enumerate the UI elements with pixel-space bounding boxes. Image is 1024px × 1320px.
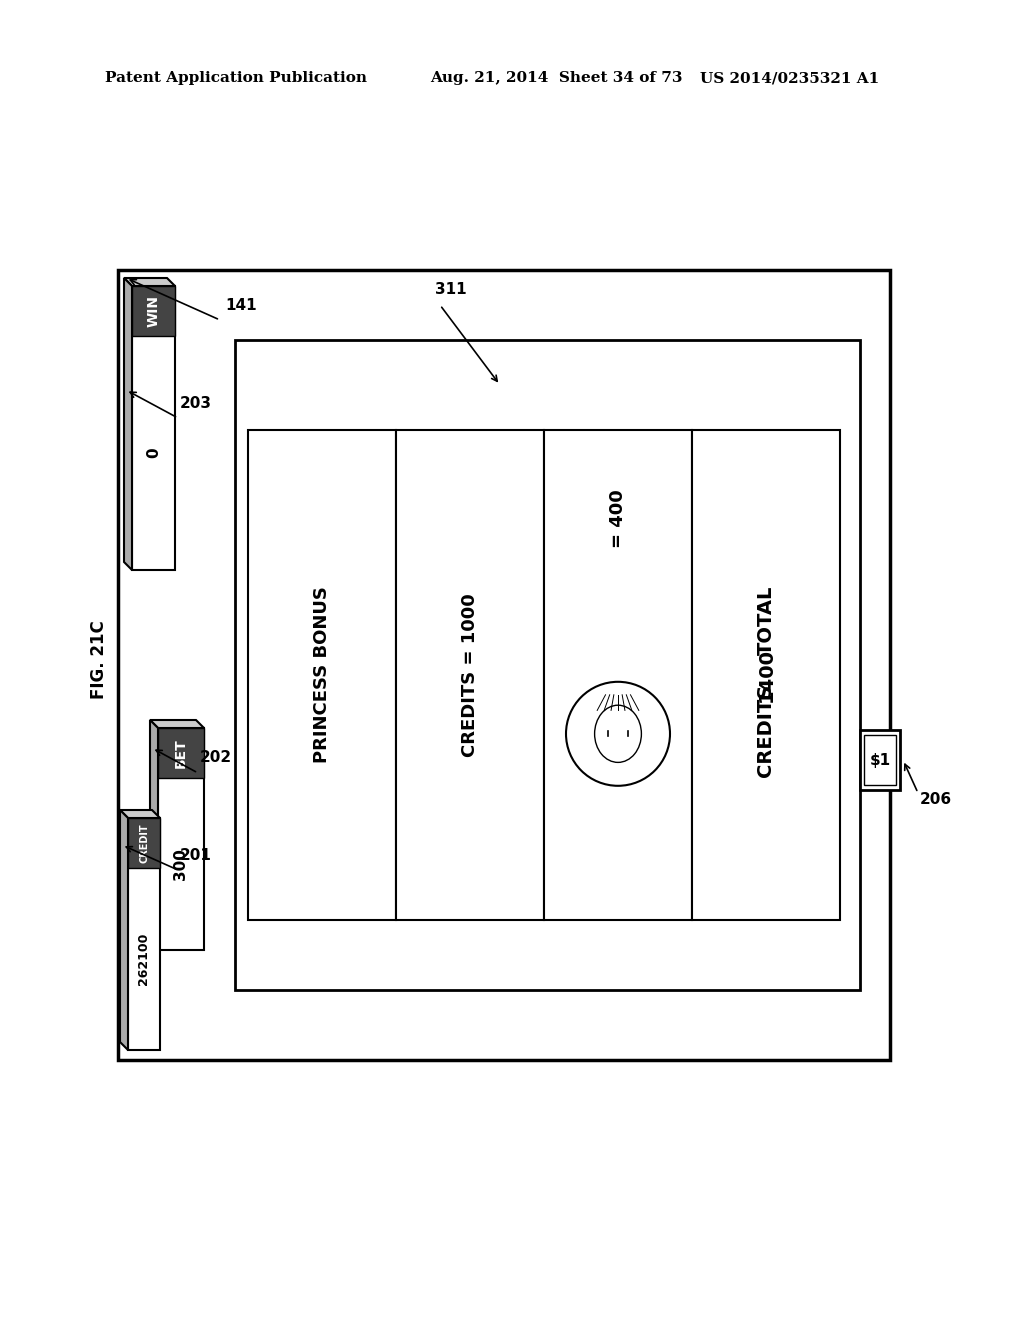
Polygon shape (864, 735, 896, 785)
Polygon shape (692, 430, 840, 920)
Text: 262100: 262100 (137, 933, 151, 985)
Text: CREDITS = 1000: CREDITS = 1000 (461, 593, 479, 756)
Text: Aug. 21, 2014  Sheet 34 of 73: Aug. 21, 2014 Sheet 34 of 73 (430, 71, 683, 84)
Text: BET: BET (174, 738, 188, 768)
Text: CREDITS: CREDITS (757, 684, 775, 776)
Polygon shape (544, 430, 692, 920)
Polygon shape (860, 730, 900, 789)
Polygon shape (150, 719, 204, 729)
Text: 203: 203 (180, 396, 212, 411)
Polygon shape (248, 430, 396, 920)
Polygon shape (132, 286, 175, 570)
Text: 201: 201 (180, 847, 212, 862)
Polygon shape (128, 818, 160, 1049)
Text: 0: 0 (146, 447, 161, 458)
Text: 202: 202 (200, 751, 232, 766)
Polygon shape (120, 810, 160, 818)
Polygon shape (396, 430, 544, 920)
Polygon shape (150, 719, 158, 950)
Text: FIG. 21C: FIG. 21C (90, 620, 108, 700)
Text: 311: 311 (435, 282, 467, 297)
Text: 141: 141 (225, 297, 257, 313)
Text: CREDIT: CREDIT (139, 824, 150, 863)
Polygon shape (124, 279, 175, 286)
Text: TOTAL: TOTAL (757, 585, 775, 655)
Polygon shape (128, 818, 160, 869)
Text: PRINCESS BONUS: PRINCESS BONUS (313, 586, 331, 763)
Text: $1: $1 (869, 752, 891, 767)
Polygon shape (124, 279, 132, 570)
Text: 300: 300 (173, 847, 188, 880)
Text: = 400: = 400 (609, 488, 627, 548)
Polygon shape (120, 810, 128, 1049)
Polygon shape (132, 286, 175, 337)
Polygon shape (158, 729, 204, 950)
Polygon shape (158, 729, 204, 777)
Text: 1400: 1400 (757, 648, 775, 702)
Text: WIN: WIN (146, 294, 161, 327)
Text: 206: 206 (920, 792, 952, 808)
Text: Patent Application Publication: Patent Application Publication (105, 71, 367, 84)
Text: US 2014/0235321 A1: US 2014/0235321 A1 (700, 71, 880, 84)
